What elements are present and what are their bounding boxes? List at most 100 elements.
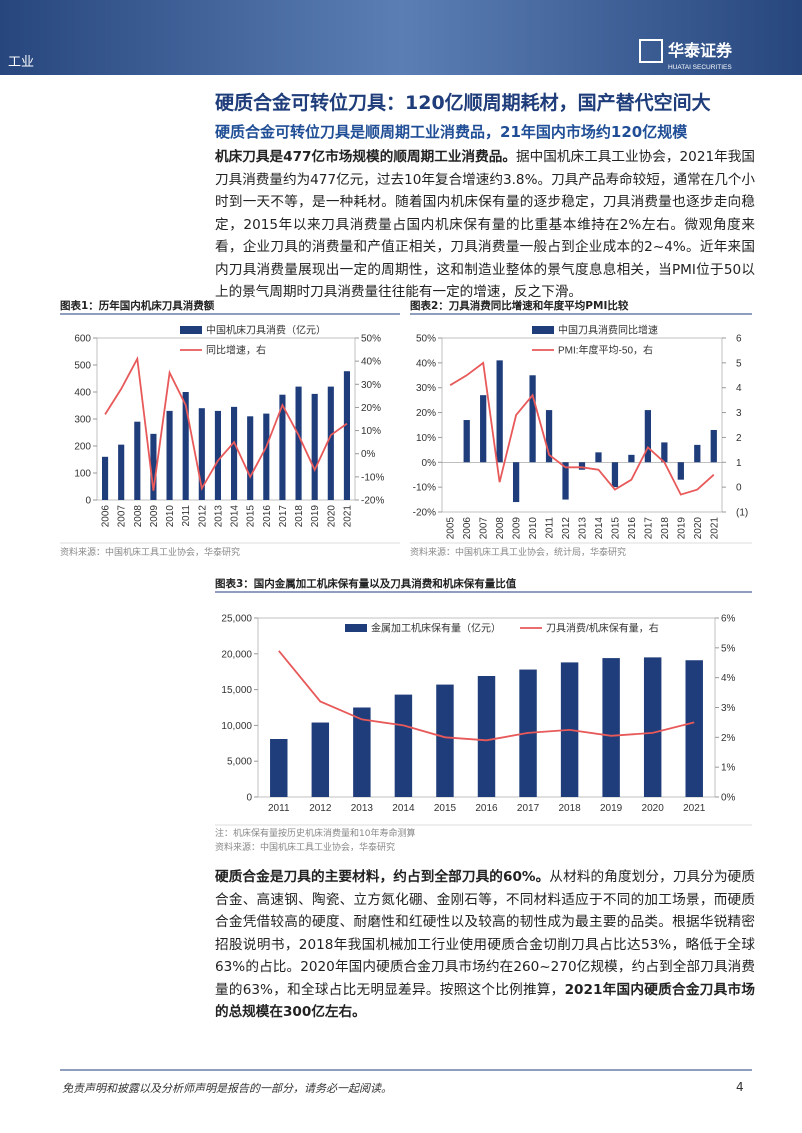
y2-tick-label: 50%: [361, 334, 381, 345]
y2-tick-label: -10%: [361, 472, 384, 483]
text-run: 2021年国内硬质合金刀具市场的总规模在300亿左右。: [215, 981, 755, 1021]
y-tick-label: 10,000: [221, 721, 252, 732]
x-tick-label: 2016: [262, 505, 273, 528]
figure-note: 注：机床保有量按历史机床消费量和10年寿命测算: [215, 829, 416, 839]
x-tick-label: 2021: [709, 517, 720, 540]
y-tick-label: 5,000: [227, 757, 252, 768]
x-tick-label: 2008: [495, 517, 506, 540]
bar: [263, 413, 270, 500]
bar: [101, 456, 109, 500]
bar: [230, 406, 238, 500]
y2-tick-label: (1): [736, 508, 748, 519]
x-tick-label: 2009: [149, 505, 160, 528]
y2-tick-label: 6: [736, 334, 742, 345]
y-tick-label: 600: [74, 334, 91, 345]
line-series: [104, 355, 348, 491]
figure-source: 资料来源：中国机床工具工业协会，统计局，华泰研究: [410, 548, 627, 558]
y-tick-label: 0%: [422, 458, 437, 469]
legend-label: 同比增速，右: [206, 344, 266, 357]
y2-tick-label: 2: [736, 433, 742, 444]
page-subtitle: 硬质合金可转位刀具是顺周期工业消费品，21年国内市场约120亿规模: [215, 123, 688, 141]
bar: [643, 657, 662, 797]
bar: [270, 739, 288, 797]
y2-tick-label: 1%: [721, 763, 736, 774]
bar: [677, 462, 684, 480]
y-tick-label: 50%: [416, 334, 436, 345]
y2-tick-label: -20%: [361, 496, 384, 507]
y-tick-label: 20%: [416, 408, 436, 419]
paragraph: 机床刀具是477亿市场规模的顺周期工业消费品。据中国机床工具工业协会，2021年…: [215, 146, 755, 304]
y2-tick-label: 6%: [721, 614, 736, 625]
bar: [611, 462, 619, 488]
x-tick-label: 2016: [475, 803, 498, 814]
y-tick-label: 100: [74, 469, 91, 480]
y-tick-label: 30%: [416, 383, 436, 394]
y2-tick-label: 3%: [721, 703, 736, 714]
bar: [529, 375, 536, 463]
bar: [311, 393, 318, 500]
figure-source: 资料来源：中国机床工具工业协会，华泰研究: [215, 843, 396, 853]
x-tick-label: 2010: [165, 505, 176, 528]
x-tick-label: 2015: [610, 517, 621, 540]
figure-source: 资料来源：中国机床工具工业协会，华泰研究: [60, 548, 241, 558]
bar: [595, 452, 602, 463]
y-tick-label: 200: [74, 442, 91, 453]
section-label: 工业: [8, 54, 34, 69]
y-tick-label: 300: [74, 415, 91, 426]
x-tick-label: 2019: [600, 803, 623, 814]
x-tick-label: 2006: [462, 517, 473, 540]
text-run: 机床刀具是477亿市场规模的顺周期工业消费品。: [215, 149, 516, 165]
y2-tick-label: 0: [736, 483, 742, 494]
logo-icon: [639, 39, 663, 63]
line-series: [278, 650, 695, 742]
y-tick-label: -20%: [413, 508, 436, 519]
x-tick-label: 2020: [642, 803, 665, 814]
y-tick-label: 0: [246, 793, 252, 804]
bar: [644, 410, 652, 463]
bar: [311, 722, 330, 797]
x-tick-label: 2013: [351, 803, 374, 814]
brand-name-en: HUATAI SECURITIES: [668, 64, 732, 71]
x-tick-label: 2016: [627, 517, 638, 540]
bar: [394, 694, 413, 797]
x-tick-label: 2011: [181, 505, 192, 527]
y2-tick-label: 2%: [721, 733, 736, 744]
x-tick-label: 2017: [643, 517, 654, 540]
bar: [134, 421, 141, 500]
y-tick-label: 10%: [416, 433, 436, 444]
y2-tick-label: 30%: [361, 380, 381, 391]
y2-tick-label: 0%: [721, 793, 736, 804]
figure-title: 图表2：刀具消费同比增速和年度平均PMI比较: [410, 300, 629, 312]
x-tick-label: 2011: [268, 803, 290, 814]
legend-swatch: [532, 326, 554, 334]
y-tick-label: 15,000: [221, 685, 252, 696]
y2-tick-label: 1: [736, 458, 742, 469]
y2-tick-label: 40%: [361, 357, 381, 368]
x-tick-label: 2019: [676, 517, 687, 540]
x-tick-label: 2013: [578, 517, 589, 540]
y-tick-label: -10%: [413, 483, 436, 494]
paragraph: 硬质合金是刀具的主要材料，约占到全部刀具的60%。从材料的角度划分，刀具分为硬质…: [215, 866, 755, 1024]
bar: [150, 433, 157, 500]
x-tick-label: 2021: [342, 505, 353, 528]
header-band: [0, 0, 802, 75]
bar: [247, 416, 254, 500]
x-tick-label: 2018: [294, 505, 305, 528]
legend-label: 金属加工机床保有量（亿元）: [371, 622, 501, 635]
bar: [327, 386, 334, 500]
bar: [182, 392, 189, 500]
x-tick-label: 2014: [392, 803, 415, 814]
text-run: 据中国机床工具工业协会，2021年我国刀具消费量约为477亿元，过去10年复合增…: [215, 149, 755, 300]
figure-title: 图表3：国内金属加工机床保有量以及刀具消费和机床保有量比值: [215, 578, 517, 590]
bar: [214, 410, 222, 500]
x-tick-label: 2019: [310, 505, 321, 528]
disclaimer: 免责声明和披露以及分析师声明是报告的一部分，请务必一起阅读。: [62, 1082, 392, 1095]
y2-tick-label: 5: [736, 358, 742, 369]
x-tick-label: 2012: [561, 517, 572, 540]
bar: [545, 410, 553, 463]
bar: [628, 454, 635, 463]
y2-tick-label: 4%: [721, 673, 736, 684]
y-tick-label: 0: [85, 496, 91, 507]
